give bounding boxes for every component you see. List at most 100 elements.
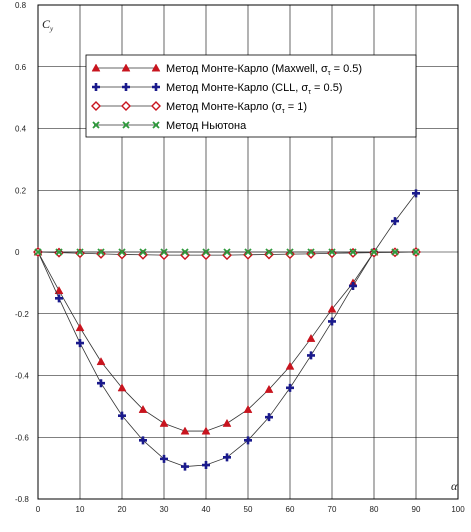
legend-marker (122, 83, 130, 91)
y-tick-label: -0.8 (15, 495, 29, 504)
data-point (76, 339, 84, 348)
legend: Метод Монте-Карло (Maxwell, στ = 0.5)Мет… (85, 54, 417, 138)
legend-label: Метод Монте-Карло (στ = 1) (166, 101, 307, 115)
data-point (349, 281, 357, 290)
series-4 (34, 248, 420, 256)
data-point (118, 248, 126, 256)
data-point (117, 249, 127, 260)
legend-marker (151, 101, 161, 111)
legend-marker (152, 83, 160, 91)
legend-item: Метод Монте-Карло (Maxwell, στ = 0.5) (91, 63, 362, 77)
legend-label: Метод Монте-Карло (Maxwell, στ = 0.5) (166, 63, 362, 77)
data-point (243, 404, 253, 413)
data-point (180, 426, 190, 435)
legend-label-sub: τ (328, 70, 331, 77)
legend-marker (121, 101, 131, 111)
data-point (139, 248, 147, 256)
x-tick-label: 40 (202, 505, 211, 514)
data-point (223, 453, 231, 462)
data-point (391, 248, 399, 256)
legend-item: Метод Монте-Карло (στ = 1) (91, 101, 307, 115)
data-point (391, 217, 399, 226)
data-point (412, 189, 420, 198)
legend-marker (91, 63, 101, 72)
data-point (265, 248, 273, 256)
x-tick-label: 90 (412, 505, 421, 514)
data-point (307, 248, 315, 256)
data-point (307, 351, 315, 360)
data-point (118, 411, 126, 420)
y-tick-label: 0.2 (15, 186, 27, 195)
y-tick-label: 0.8 (15, 1, 27, 10)
series-group (33, 189, 421, 471)
data-point (96, 357, 106, 366)
data-point (370, 248, 378, 256)
x-tick-label: 20 (118, 505, 127, 514)
legend-marker (151, 63, 161, 72)
data-point (55, 294, 63, 303)
legend-item: Метод Монте-Карло (CLL, στ = 0.5) (92, 82, 342, 96)
x-tick-label: 60 (286, 505, 295, 514)
data-point (285, 361, 295, 370)
data-point (160, 454, 168, 463)
y-tick-label: -0.2 (15, 310, 29, 319)
data-point (54, 286, 64, 295)
legend-marker (92, 83, 100, 91)
data-point (306, 333, 316, 342)
data-point (34, 248, 42, 256)
legend-label-main: Метод Монте-Карло (σ (166, 101, 282, 113)
data-point (138, 404, 148, 413)
data-point (139, 436, 147, 445)
data-point (264, 249, 274, 260)
tick-labels: 0 10 20 30 40 50 60 70 80 90 100 0.8 0.6 0.4 0.2 0 -0.2 -… (15, 1, 465, 514)
data-point (201, 426, 211, 435)
y-tick-label: -0.4 (15, 372, 29, 381)
legend-marker (122, 121, 130, 129)
legend-label-tail: = 0.5) (331, 63, 363, 75)
legend-label: Метод Монте-Карло (CLL, στ = 0.5) (166, 82, 342, 96)
legend-item: Метод Ньютона (92, 120, 247, 132)
legend-marker (152, 121, 160, 129)
x-tick-label: 0 (36, 505, 41, 514)
data-point (159, 418, 169, 427)
data-point (349, 248, 357, 256)
x-tick-label: 100 (451, 505, 465, 514)
series-1 (33, 247, 379, 435)
legend-label-main: Метод Монте-Карло (Maxwell, σ (166, 63, 328, 75)
x-axis-label: α (451, 479, 458, 493)
legend-label-main: Метод Ньютона (166, 120, 247, 132)
x-tick-label: 50 (244, 505, 253, 514)
y-tick-label: -0.6 (15, 433, 29, 442)
data-point (76, 248, 84, 256)
data-point (286, 248, 294, 256)
data-point (264, 384, 274, 393)
y-tick-label: 0.6 (15, 63, 27, 72)
legend-label-tail: = 0.5) (311, 82, 343, 94)
x-tick-label: 70 (328, 505, 337, 514)
y-axis-label: Cy (42, 17, 54, 33)
x-tick-label: 80 (370, 505, 379, 514)
data-point (265, 413, 273, 422)
data-point (202, 248, 210, 256)
series-2 (34, 189, 420, 471)
legend-label-sub: τ (308, 89, 311, 96)
legend-label-sub: τ (282, 108, 285, 115)
data-point (75, 323, 85, 332)
data-point (222, 418, 232, 427)
data-point (244, 436, 252, 445)
data-point (202, 461, 210, 470)
data-point (117, 383, 127, 392)
legend-label: Метод Ньютона (166, 120, 247, 132)
data-point (181, 462, 189, 471)
data-point (286, 383, 294, 392)
data-point (412, 248, 420, 256)
legend-label-tail: = 1) (285, 101, 307, 113)
x-tick-label: 10 (76, 505, 85, 514)
legend-marker (92, 121, 100, 129)
y-tick-label: 0 (15, 248, 20, 257)
x-tick-label: 30 (160, 505, 169, 514)
legend-marker (91, 101, 101, 111)
data-point (328, 317, 336, 326)
data-point (244, 248, 252, 256)
